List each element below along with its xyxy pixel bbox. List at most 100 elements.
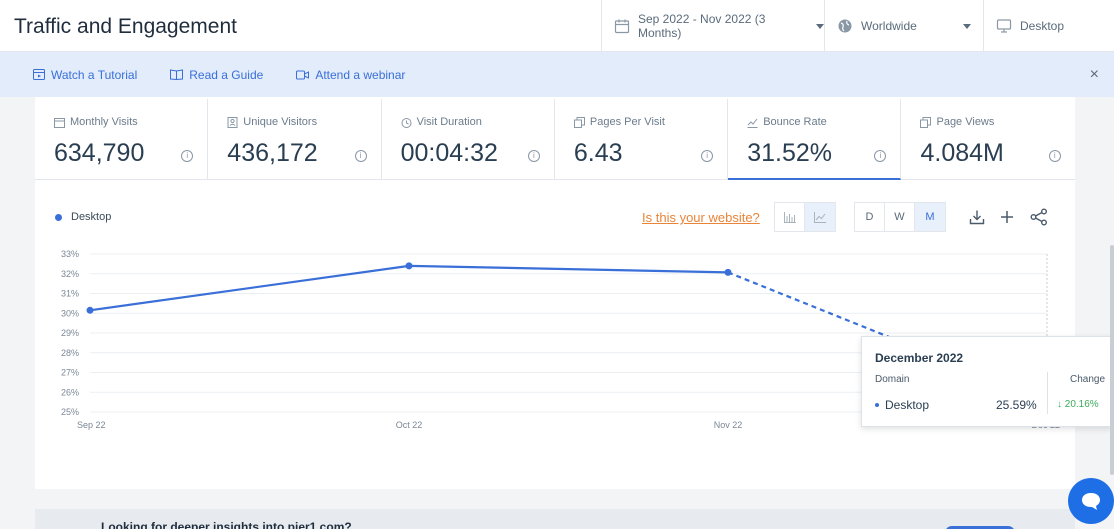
share-icon[interactable]: [1029, 207, 1049, 227]
tooltip-value: 25.59%: [996, 398, 1037, 412]
info-icon[interactable]: i: [527, 150, 540, 162]
promo-button[interactable]: [945, 526, 1015, 529]
data-point: [86, 306, 94, 314]
calendar-icon: [54, 117, 65, 128]
metric-visit-duration[interactable]: Visit Duration 00:04:32 i: [382, 99, 555, 180]
metric-value: 436,172: [227, 139, 318, 167]
attend-webinar-link[interactable]: Attend a webinar: [296, 68, 405, 82]
read-guide-label: Read a Guide: [189, 67, 264, 82]
series-line-solid: [89, 264, 729, 312]
page-title: Traffic and Engagement: [14, 15, 237, 38]
info-icon[interactable]: i: [701, 150, 714, 162]
metric-value: 4.084M: [920, 139, 1004, 167]
page-icon: [920, 116, 932, 128]
metric-label: Unique Visitors: [243, 116, 318, 128]
watch-tutorial-label: Watch a Tutorial: [51, 67, 138, 82]
page-header: Traffic and Engagement Sep 2022 - Nov 20…: [0, 0, 1114, 52]
chart-type-toggle: [774, 202, 836, 232]
bar-chart-button[interactable]: [775, 203, 805, 231]
metric-value: 00:04:32: [400, 139, 498, 167]
info-icon[interactable]: i: [874, 150, 887, 162]
metric-pages-per-visit[interactable]: Pages Per Visit 6.43 i: [555, 99, 729, 180]
tooltip-change-header: Change: [1070, 374, 1106, 385]
read-guide-link[interactable]: Read a Guide: [170, 68, 263, 82]
calendar-icon: [614, 18, 630, 34]
metric-monthly-visits[interactable]: Monthly Visits 634,790 i: [35, 99, 209, 180]
legend-dot: [55, 213, 62, 221]
chevron-down-icon: [963, 24, 971, 29]
attend-webinar-label: Attend a webinar: [315, 67, 406, 82]
metric-value: 6.43: [573, 139, 623, 167]
data-point: [724, 268, 732, 276]
metric-label: Monthly Visits: [70, 116, 138, 128]
tooltip-divider: [1047, 372, 1048, 414]
desktop-icon: [996, 18, 1012, 34]
watch-tutorial-link[interactable]: Watch a Tutorial: [33, 68, 137, 82]
y-tick-label: 30%: [61, 308, 79, 318]
metrics-row: Monthly Visits 634,790 i Unique Visitors…: [35, 99, 1075, 180]
x-tick-label: Oct 22: [396, 420, 423, 430]
granularity-weekly-button[interactable]: W: [885, 203, 915, 231]
y-tick-label: 28%: [61, 348, 79, 358]
chat-button[interactable]: [1068, 478, 1114, 524]
info-icon[interactable]: i: [1048, 150, 1061, 162]
is-this-your-website-link[interactable]: Is this your website?: [642, 210, 760, 225]
line-chart-icon: [814, 211, 826, 223]
chevron-down-icon: [816, 23, 824, 29]
camera-icon: [296, 70, 310, 80]
trend-icon: [747, 117, 758, 128]
metric-unique-visitors[interactable]: Unique Visitors 436,172 i: [208, 99, 382, 180]
metric-value: 634,790: [54, 139, 145, 167]
download-icon[interactable]: [967, 207, 987, 227]
chat-icon: [1082, 493, 1100, 510]
y-tick-label: 25%: [61, 407, 79, 417]
scrollbar[interactable]: [1110, 245, 1114, 475]
tooltip-series: Desktop: [875, 398, 929, 412]
region-dropdown[interactable]: Worldwide: [824, 0, 983, 52]
help-banner: Watch a Tutorial Read a Guide Attend a w…: [0, 52, 1114, 97]
y-tick-label: 32%: [61, 269, 79, 279]
metric-label: Bounce Rate: [763, 116, 827, 128]
person-card-icon: [227, 116, 238, 128]
granularity-daily-button[interactable]: D: [855, 203, 885, 231]
bar-chart-icon: [783, 211, 796, 223]
tooltip-domain-header: Domain: [875, 374, 910, 385]
date-range-dropdown[interactable]: Sep 2022 - Nov 2022 (3 Months): [601, 0, 824, 52]
info-icon[interactable]: i: [181, 150, 194, 162]
x-tick-label: Nov 22: [714, 420, 743, 430]
device-dropdown[interactable]: Desktop: [983, 0, 1114, 52]
y-tick-label: 29%: [61, 328, 79, 338]
y-tick-label: 27%: [61, 368, 79, 378]
data-point: [405, 262, 413, 270]
close-icon[interactable]: ×: [1089, 66, 1099, 83]
y-tick-label: 31%: [61, 289, 79, 299]
tooltip-series-label: Desktop: [885, 398, 930, 412]
line-chart-button[interactable]: [805, 203, 835, 231]
plus-icon[interactable]: [997, 207, 1017, 227]
chart-legend[interactable]: Desktop: [55, 211, 111, 223]
tooltip-title: December 2022: [875, 351, 964, 365]
tooltip-change: ↓ 20.16%: [1057, 399, 1099, 410]
x-tick-label: Sep 22: [77, 420, 106, 430]
date-range-label: Sep 2022 - Nov 2022 (3 Months): [638, 12, 766, 40]
region-label: Worldwide: [861, 19, 917, 33]
device-label: Desktop: [1020, 19, 1065, 33]
series-dot: [875, 403, 879, 407]
metric-label: Pages Per Visit: [589, 116, 665, 128]
globe-icon: [837, 18, 853, 34]
y-tick-label: 33%: [61, 249, 79, 259]
book-icon: [170, 69, 184, 80]
metric-page-views[interactable]: Page Views 4.084M i: [901, 99, 1074, 180]
info-icon[interactable]: i: [354, 150, 367, 162]
pages-icon: [573, 116, 585, 128]
granularity-monthly-button[interactable]: M: [915, 203, 945, 231]
chart-tooltip: December 2022 Domain Change Desktop 25.5…: [861, 336, 1112, 427]
metric-bounce-rate[interactable]: Bounce Rate 31.52% i: [728, 99, 902, 180]
metric-label: Page Views: [936, 116, 995, 128]
metric-value: 31.52%: [747, 139, 832, 167]
clock-icon: [401, 117, 412, 128]
traffic-card: Monthly Visits 634,790 i Unique Visitors…: [35, 97, 1075, 489]
video-player-icon: [33, 69, 45, 80]
granularity-toggle: D W M: [854, 202, 946, 232]
y-tick-label: 26%: [61, 387, 79, 397]
